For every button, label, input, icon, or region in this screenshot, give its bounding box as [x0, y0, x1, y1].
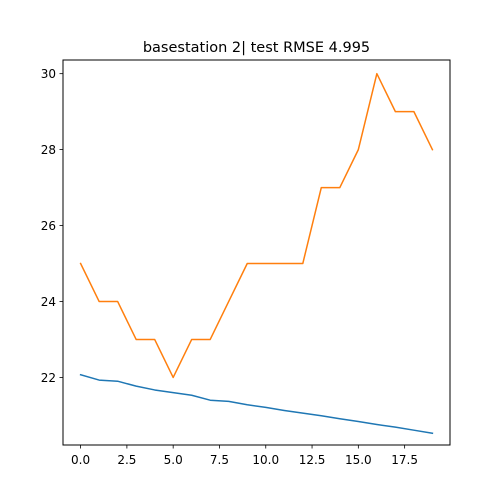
chart-title: basestation 2| test RMSE 4.995	[143, 40, 370, 56]
x-tick-label: 10.0	[252, 453, 279, 467]
series-layer	[79, 72, 434, 435]
x-tick-label: 2.5	[117, 453, 136, 467]
y-tick-label: 28	[41, 143, 56, 157]
y-tick-label: 26	[41, 219, 56, 233]
y-tick-label: 24	[41, 295, 56, 309]
series-line-2	[79, 72, 434, 379]
series-line-1	[79, 373, 434, 435]
x-axis: 0.0 2.5 5.0 7.5 10.0 12.5 15.0 17.5	[71, 445, 418, 467]
x-tick-label: 7.5	[210, 453, 229, 467]
x-tick-label: 0.0	[71, 453, 90, 467]
x-tick-label: 5.0	[164, 453, 183, 467]
x-tick-label: 17.5	[391, 453, 418, 467]
y-tick-label: 22	[41, 371, 56, 385]
plot-frame	[62, 59, 451, 446]
x-tick-label: 12.5	[299, 453, 326, 467]
y-tick-label: 30	[41, 67, 56, 81]
y-axis: 22 24 26 28 30	[41, 67, 63, 385]
x-tick-label: 15.0	[345, 453, 372, 467]
